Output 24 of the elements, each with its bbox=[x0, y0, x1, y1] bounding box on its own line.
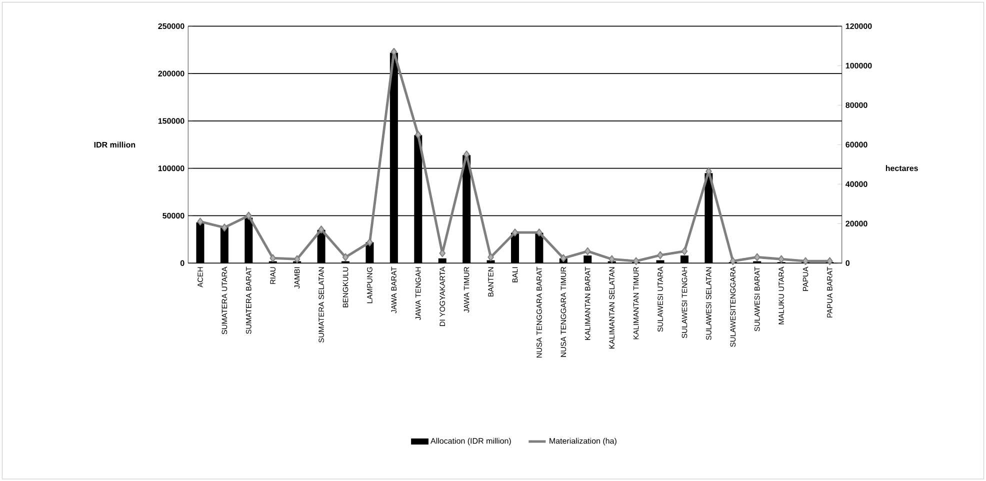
point bbox=[488, 253, 494, 262]
point bbox=[536, 228, 542, 236]
point bbox=[754, 253, 760, 262]
point bbox=[730, 257, 736, 266]
point bbox=[415, 130, 422, 139]
point bbox=[802, 257, 809, 266]
point bbox=[584, 247, 591, 256]
point bbox=[197, 218, 204, 226]
point bbox=[826, 257, 833, 266]
point bbox=[560, 254, 567, 262]
point bbox=[778, 255, 784, 264]
point bbox=[342, 253, 349, 262]
point bbox=[366, 238, 373, 246]
point bbox=[632, 257, 640, 266]
point bbox=[463, 150, 470, 158]
point bbox=[270, 254, 276, 262]
point bbox=[512, 228, 518, 236]
point bbox=[608, 255, 615, 264]
point bbox=[246, 212, 252, 220]
point bbox=[221, 223, 228, 232]
point bbox=[681, 247, 688, 256]
point bbox=[657, 251, 664, 260]
point bbox=[318, 225, 324, 234]
point bbox=[294, 255, 300, 264]
